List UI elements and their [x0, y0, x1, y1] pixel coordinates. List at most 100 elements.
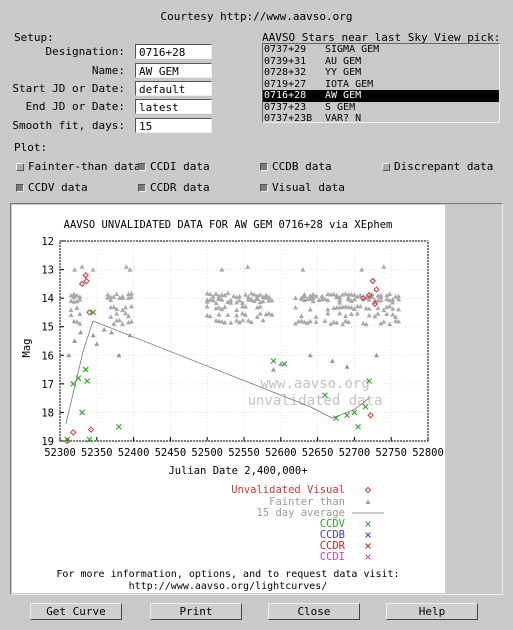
star-list-item[interactable]: 0737+29 SIGMA GEM: [263, 44, 499, 56]
visual-observation: [251, 298, 257, 304]
visual-observation: [228, 297, 234, 303]
end-date-field[interactable]: latest: [135, 99, 212, 114]
fainter-checkbox-box[interactable]: [16, 162, 24, 171]
x-tick-label: 52750: [375, 447, 407, 459]
visual-observation: [381, 264, 387, 269]
get-curve-button[interactable]: Get Curve: [30, 603, 122, 620]
visual-checkbox[interactable]: Visual data: [260, 181, 345, 194]
visual-observation: [204, 313, 210, 318]
x-tick-label: 52400: [118, 447, 150, 459]
visual-observation: [301, 297, 307, 303]
visual-observation: [381, 307, 387, 312]
visual-observation: [237, 293, 243, 299]
visual-observation: [245, 264, 251, 269]
y-tick-label: 18: [41, 407, 54, 419]
visual-observation: [384, 296, 390, 302]
visual-observation: [348, 292, 354, 297]
ccdv-checkbox-box[interactable]: [16, 183, 24, 192]
visual-observation: [74, 292, 80, 298]
close-button[interactable]: Close: [268, 603, 360, 620]
visual-observation: [111, 321, 117, 326]
visual-observation: [266, 310, 272, 316]
star-list-item[interactable]: 0716+28 AW GEM: [263, 90, 499, 102]
visual-observation: [225, 290, 231, 296]
visual-observation: [71, 294, 77, 300]
visual-observation: [68, 307, 74, 313]
designation-field[interactable]: 0716+28: [135, 44, 212, 59]
star-list[interactable]: 0737+29 SIGMA GEM 0739+31 AU GEM 0728+32 YY G…: [262, 43, 500, 123]
visual-observation: [77, 294, 83, 299]
visual-observation: [387, 321, 393, 326]
visual-observation: [219, 297, 225, 302]
visual-observation: [248, 290, 254, 296]
visual-observation: [310, 291, 316, 297]
print-button[interactable]: Print: [150, 603, 242, 620]
ccdr-checkbox-box[interactable]: [138, 183, 146, 192]
ccdr-checkbox[interactable]: CCDR data: [138, 181, 210, 194]
fainter-checkbox-label: Fainter-than data: [28, 160, 141, 173]
visual-observation: [225, 299, 231, 305]
visual-observation: [346, 319, 352, 325]
visual-observation: [393, 318, 399, 323]
visual-observation: [222, 292, 228, 298]
legend-swatch: [364, 486, 372, 494]
ccdb-checkbox[interactable]: CCDB data: [260, 160, 332, 173]
x-tick-label: 52500: [191, 447, 223, 459]
visual-observation: [237, 297, 243, 303]
ccdv-checkbox-label: CCDV data: [28, 181, 88, 194]
star-list-item[interactable]: 0739+31 AU GEM: [263, 56, 499, 68]
x-tick-label: 52550: [228, 447, 260, 459]
visual-observation: [240, 300, 246, 305]
fainter-than-point: [329, 358, 335, 363]
visual-observation: [334, 320, 340, 325]
start-date-label: Start JD or Date:: [12, 82, 125, 95]
x-axis-label: Julian Date 2,400,000+: [168, 465, 307, 477]
star-name: YY GEM: [325, 67, 362, 78]
visual-observation: [387, 297, 393, 303]
visual-observation: [313, 314, 319, 319]
visual-observation: [331, 319, 337, 325]
discrepant-checkbox-box[interactable]: [382, 162, 390, 171]
fainter-checkbox[interactable]: Fainter-than data: [16, 160, 141, 173]
star-name: AW GEM: [325, 90, 362, 101]
chart-footer-info: For more information, options, and to re…: [56, 569, 399, 580]
star-list-item[interactable]: 0737+23 S GEM: [263, 102, 499, 114]
visual-observation: [213, 291, 219, 296]
visual-observation: [128, 294, 134, 300]
courtesy-header: Courtesy http://www.aavso.org: [160, 10, 353, 23]
visual-observation: [304, 320, 310, 325]
visual-observation: [105, 292, 111, 297]
visual-observation: [369, 294, 375, 300]
ccdb-checkbox-box[interactable]: [260, 162, 268, 171]
visual-checkbox-box[interactable]: [260, 183, 268, 192]
visual-observation: [260, 317, 266, 323]
visual-observation: [396, 319, 402, 324]
legend-swatch: [365, 543, 371, 549]
discrepant-checkbox[interactable]: Discrepant data: [382, 160, 493, 173]
star-list-item[interactable]: 0737+23B VAR? N: [263, 113, 499, 122]
help-button[interactable]: Help: [386, 603, 478, 620]
visual-observation: [204, 299, 210, 304]
ccdi-checkbox-box[interactable]: [138, 162, 146, 171]
name-field[interactable]: AW GEM: [135, 63, 212, 78]
ccdb-checkbox-label: CCDB data: [272, 160, 332, 173]
visual-observation: [90, 267, 96, 272]
unvalidated-visual-point: [87, 426, 95, 433]
visual-observation: [240, 317, 246, 323]
star-list-item[interactable]: 0719+27 IOTA GEM: [263, 79, 499, 91]
ccdi-checkbox[interactable]: CCDI data: [138, 160, 210, 173]
star-list-item[interactable]: 0728+32 YY GEM: [263, 67, 499, 79]
start-date-field[interactable]: default: [135, 81, 212, 96]
ccdv-checkbox[interactable]: CCDV data: [16, 181, 88, 194]
visual-observation: [337, 297, 343, 302]
visual-observation: [228, 320, 234, 325]
legend-label: 15 day average: [256, 507, 345, 519]
discrepant-checkbox-label: Discrepant data: [394, 160, 494, 173]
visual-observation: [219, 267, 225, 272]
visual-observation: [269, 312, 275, 317]
visual-observation: [127, 267, 133, 272]
visual-observation: [334, 294, 340, 300]
visual-observation: [234, 299, 240, 305]
visual-observation: [293, 321, 299, 326]
smooth-fit-field[interactable]: 15: [135, 118, 212, 133]
